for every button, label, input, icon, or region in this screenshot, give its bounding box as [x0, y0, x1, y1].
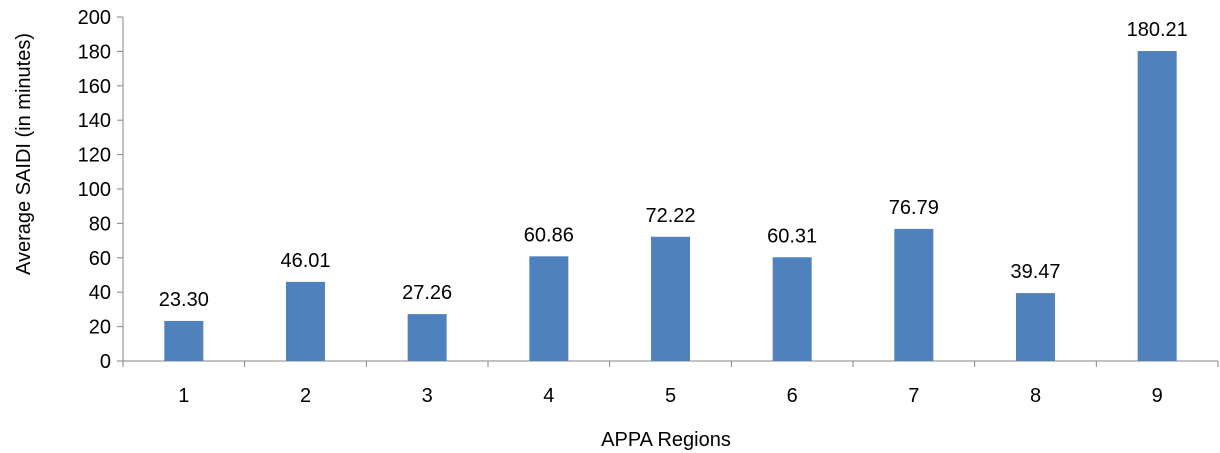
- bar: [164, 320, 204, 361]
- data-label: 76.79: [889, 197, 939, 219]
- y-tick-label: 20: [89, 317, 111, 339]
- data-label: 27.26: [402, 282, 452, 304]
- bar: [894, 228, 934, 361]
- data-label: 23.30: [159, 289, 209, 311]
- y-tick-label: 0: [100, 351, 111, 373]
- bar: [772, 257, 812, 361]
- x-tick-label: 8: [1030, 385, 1041, 407]
- data-label: 46.01: [280, 250, 330, 272]
- y-tick-label: 60: [89, 248, 111, 270]
- y-tick-label: 180: [78, 41, 111, 63]
- x-tick-label: 4: [543, 385, 554, 407]
- bar: [1137, 51, 1177, 362]
- x-tick-label: 5: [665, 385, 676, 407]
- data-label: 39.47: [1010, 261, 1060, 283]
- x-tick-label: 9: [1152, 385, 1163, 407]
- x-tick-label: 3: [422, 385, 433, 407]
- data-label: 60.31: [767, 225, 817, 247]
- x-axis-title: APPA Regions: [601, 429, 731, 451]
- y-tick-label: 100: [78, 179, 111, 201]
- bar: [1016, 293, 1055, 361]
- y-tick-label: 40: [89, 282, 111, 304]
- y-tick-label: 140: [78, 110, 111, 132]
- x-tick-label: 2: [300, 385, 311, 407]
- bar: [529, 256, 569, 361]
- y-axis-title: Average SAIDI (in minutes): [13, 33, 35, 275]
- y-tick-label: 120: [78, 145, 111, 167]
- y-tick-label: 80: [89, 213, 111, 235]
- y-tick-label: 160: [78, 76, 111, 98]
- x-tick-label: 1: [178, 385, 189, 407]
- data-labels: 23.30 46.01 27.26 60.86 72.22 60.31 76.79 39.47…: [159, 19, 1188, 311]
- data-label: 60.86: [524, 224, 574, 246]
- bars: [164, 51, 1177, 362]
- bar: [407, 314, 447, 361]
- x-axis: 1 2 3 4 5 6 7 8 9: [122, 360, 1219, 407]
- x-tick-label: 6: [787, 385, 798, 407]
- y-tick-label: 200: [78, 7, 111, 29]
- y-axis: 0 20 40 60 80 100 120 140 160 180 200: [78, 7, 124, 373]
- bar: [651, 236, 690, 361]
- data-label: 180.21: [1127, 19, 1188, 41]
- bar: [286, 281, 325, 361]
- data-label: 72.22: [645, 205, 695, 227]
- x-tick-label: 7: [908, 385, 919, 407]
